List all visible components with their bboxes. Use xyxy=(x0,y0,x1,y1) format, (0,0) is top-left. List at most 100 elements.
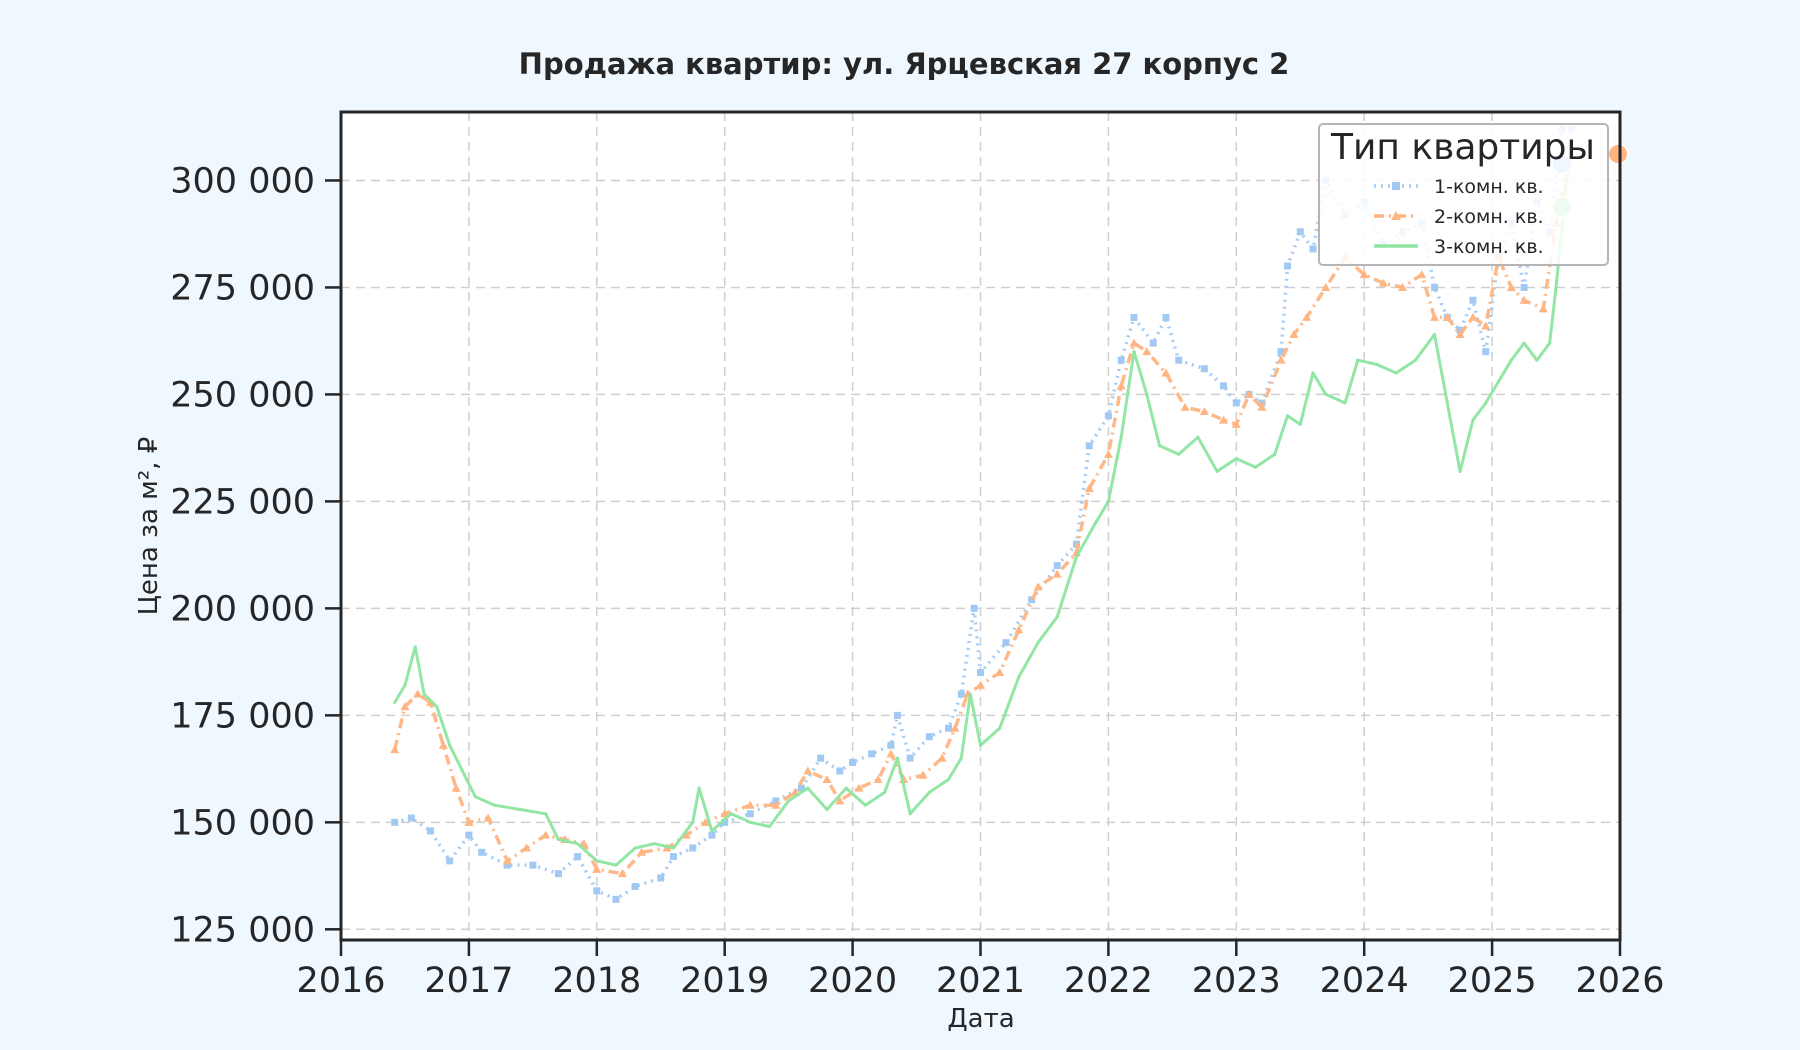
data-point xyxy=(1496,380,1500,384)
data-point xyxy=(1296,228,1304,236)
data-point xyxy=(995,668,1005,677)
y-tick-label: 200 000 xyxy=(170,589,315,629)
data-point xyxy=(887,741,895,749)
data-point xyxy=(1283,262,1291,270)
data-point xyxy=(968,692,972,696)
data-point xyxy=(518,807,522,811)
data-point xyxy=(1219,415,1229,424)
data-point xyxy=(1017,675,1021,679)
data-point xyxy=(1234,457,1238,461)
data-point xyxy=(631,883,639,891)
y-tick-label: 175 000 xyxy=(170,696,315,736)
data-point xyxy=(478,848,486,856)
data-point xyxy=(835,796,845,805)
grid-lines xyxy=(341,112,1620,940)
y-tick-label: 275 000 xyxy=(170,268,315,308)
data-point xyxy=(1445,401,1449,405)
data-point xyxy=(1106,499,1110,503)
data-point xyxy=(637,847,647,856)
data-point xyxy=(1142,347,1152,356)
data-point xyxy=(708,831,716,839)
y-tick-label: 225 000 xyxy=(170,482,315,522)
data-point xyxy=(1324,392,1328,396)
data-point xyxy=(652,842,656,846)
data-point xyxy=(614,863,618,867)
latest-point-2 xyxy=(1607,143,1629,165)
data-point xyxy=(1117,356,1125,364)
data-point xyxy=(427,827,435,835)
data-point xyxy=(592,864,602,873)
data-point xyxy=(1196,435,1200,439)
data-point xyxy=(448,743,452,747)
data-point xyxy=(787,799,791,803)
data-point xyxy=(1398,282,1408,291)
data-point xyxy=(883,790,887,794)
data-point xyxy=(1220,382,1228,390)
data-point xyxy=(1509,358,1513,362)
data-point xyxy=(1458,469,1462,473)
data-point xyxy=(1103,449,1113,458)
x-tick-label: 2019 xyxy=(680,961,769,1001)
data-point xyxy=(976,680,985,689)
data-point xyxy=(979,743,982,747)
data-point xyxy=(1482,348,1490,356)
data-point xyxy=(1074,555,1078,559)
x-tick-label: 2017 xyxy=(424,961,513,1001)
x-tick-label: 2021 xyxy=(936,961,1025,1001)
data-point xyxy=(844,786,848,790)
data-point xyxy=(745,800,755,809)
data-point xyxy=(391,818,399,826)
data-point xyxy=(554,870,562,878)
data-point xyxy=(806,786,810,790)
data-point xyxy=(1535,358,1539,362)
data-point xyxy=(413,689,423,698)
y-tick-label: 250 000 xyxy=(170,375,315,415)
data-point xyxy=(908,812,912,816)
data-point xyxy=(413,645,417,649)
data-point xyxy=(407,814,415,822)
data-point xyxy=(1036,641,1040,645)
data-point xyxy=(797,784,805,792)
series-2-комн-кв- xyxy=(390,154,1574,878)
data-point xyxy=(863,803,867,807)
data-point xyxy=(1455,330,1465,339)
data-point xyxy=(689,844,697,852)
data-point xyxy=(710,829,714,833)
data-point xyxy=(1321,282,1331,291)
data-point xyxy=(1469,296,1477,304)
data-point xyxy=(438,740,448,749)
data-point xyxy=(1002,639,1010,647)
data-point xyxy=(868,750,876,758)
data-point xyxy=(1175,356,1183,364)
data-point xyxy=(446,857,454,865)
data-point xyxy=(541,830,551,839)
data-point xyxy=(435,705,439,709)
data-point xyxy=(945,724,953,732)
data-point xyxy=(1309,245,1317,253)
data-point xyxy=(1232,399,1240,407)
chart-title: Продажа квартир: ул. Ярцевская 27 корпус… xyxy=(519,47,1290,81)
y-axis-label: Цена за м², ₽ xyxy=(134,437,164,616)
legend-marker xyxy=(1392,182,1400,190)
data-point xyxy=(521,843,531,852)
data-point xyxy=(1548,341,1552,345)
data-point xyxy=(1215,469,1219,473)
data-point xyxy=(503,861,511,869)
data-point xyxy=(681,830,691,839)
data-point xyxy=(873,775,883,784)
data-point xyxy=(1468,312,1478,321)
data-point xyxy=(697,786,701,790)
data-point xyxy=(612,895,620,903)
data-point xyxy=(959,756,963,760)
data-point xyxy=(701,817,711,826)
data-point xyxy=(893,711,901,719)
data-point xyxy=(1014,625,1024,634)
data-point xyxy=(854,783,864,792)
data-point xyxy=(895,756,899,760)
x-tick-label: 2023 xyxy=(1192,961,1281,1001)
data-point xyxy=(886,749,896,758)
data-point xyxy=(1471,418,1475,422)
data-point xyxy=(502,856,512,865)
data-point xyxy=(771,800,781,809)
